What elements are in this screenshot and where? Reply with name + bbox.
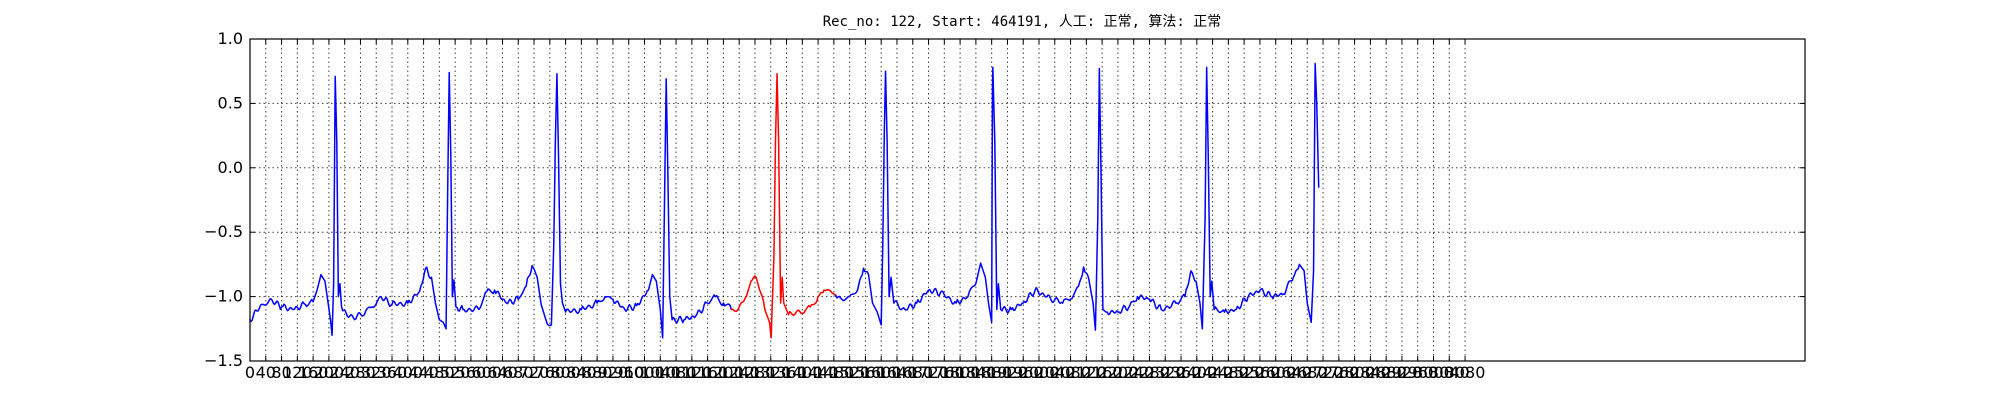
x-tick-label: 360 xyxy=(377,363,408,382)
x-tick-label: 1240 xyxy=(719,363,760,382)
y-tick-label: −1.5 xyxy=(204,351,243,370)
x-tick-label: 720 xyxy=(519,363,550,382)
x-tick-label: 480 xyxy=(424,363,455,382)
x-tick-label: 440 xyxy=(408,363,439,382)
x-tick-label: 2080 xyxy=(1050,363,1091,382)
x-tick-label: 2840 xyxy=(1350,363,1391,382)
x-tick-label: 600 xyxy=(471,363,502,382)
x-tick-label: 1400 xyxy=(782,363,823,382)
x-tick-label: 1440 xyxy=(798,363,839,382)
x-tick-label: 2120 xyxy=(1066,363,1107,382)
x-tick-label: 2560 xyxy=(1240,363,1281,382)
x-tick-label: 2160 xyxy=(1082,363,1123,382)
x-tick-label: 1840 xyxy=(956,363,997,382)
x-tick-label: 200 xyxy=(314,363,345,382)
x-tick-label: 1520 xyxy=(829,363,870,382)
x-tick-label: 2400 xyxy=(1176,363,1217,382)
x-tick-label: 840 xyxy=(566,363,597,382)
ecg-series-line xyxy=(835,62,1320,331)
x-tick-label: 1120 xyxy=(671,363,712,382)
x-tick-label: 120 xyxy=(282,363,313,382)
x-tick-label: 2960 xyxy=(1397,363,1438,382)
x-tick-label: 2040 xyxy=(1034,363,1075,382)
x-tick-label: 3000 xyxy=(1413,363,1454,382)
x-tick-label: 2920 xyxy=(1382,363,1423,382)
x-tick-label: 960 xyxy=(613,363,644,382)
x-tick-label: 1640 xyxy=(877,363,918,382)
x-tick-label: 560 xyxy=(456,363,487,382)
ecg-series-line xyxy=(730,73,837,339)
x-tick-label: 1880 xyxy=(971,363,1012,382)
x-tick-label: 1760 xyxy=(924,363,965,382)
x-tick-label: 2240 xyxy=(1113,363,1154,382)
x-tick-label: 1200 xyxy=(703,363,744,382)
y-tick-label: 1.0 xyxy=(218,29,243,48)
x-tick-label: 520 xyxy=(440,363,471,382)
x-tick-label: 2640 xyxy=(1271,363,1312,382)
x-tick-label: 2520 xyxy=(1224,363,1265,382)
x-tick-label: 80 xyxy=(271,363,291,382)
x-tick-label: 1960 xyxy=(1003,363,1044,382)
x-tick-label: 800 xyxy=(550,363,581,382)
y-axis-ticks: −1.5 −1.0 −0.5 0.0 0.5 1.0 xyxy=(204,29,1805,370)
x-tick-label: 400 xyxy=(393,363,424,382)
x-tick-label: 2480 xyxy=(1208,363,1249,382)
x-tick-label: 2360 xyxy=(1161,363,1202,382)
x-tick-label: 1000 xyxy=(624,363,665,382)
x-tick-label: 2440 xyxy=(1192,363,1233,382)
x-tick-label: 1040 xyxy=(640,363,681,382)
x-tick-label: 920 xyxy=(598,363,629,382)
x-tick-label: 280 xyxy=(345,363,376,382)
x-tick-label: 640 xyxy=(487,363,518,382)
x-tick-label: 40 xyxy=(256,363,276,382)
grid xyxy=(250,39,1805,361)
x-tick-label: 880 xyxy=(582,363,613,382)
x-tick-label: 2200 xyxy=(1098,363,1139,382)
x-tick-label: 2280 xyxy=(1129,363,1170,382)
x-tick-label: 160 xyxy=(298,363,329,382)
x-tick-label: 3040 xyxy=(1429,363,1470,382)
x-tick-label: 1560 xyxy=(845,363,886,382)
x-tick-label: 2600 xyxy=(1255,363,1296,382)
x-tick-label: 1480 xyxy=(814,363,855,382)
x-tick-label: 2760 xyxy=(1318,363,1359,382)
x-axis-ticks: 0 408012016020024028032036040044048052056… xyxy=(245,39,1486,382)
x-tick-label: 2880 xyxy=(1366,363,1407,382)
x-tick-label: 680 xyxy=(503,363,534,382)
x-tick-label: 1800 xyxy=(940,363,981,382)
x-tick-label: 2680 xyxy=(1287,363,1328,382)
chart-title: Rec_no: 122, Start: 464191, 人工: 正常, 算法: … xyxy=(823,14,1222,30)
x-tick-label: 0 xyxy=(245,363,255,382)
plot-frame xyxy=(249,38,1806,362)
y-tick-label: −1.0 xyxy=(204,287,243,306)
x-tick-label: 1080 xyxy=(656,363,697,382)
x-tick-label: 2720 xyxy=(1303,363,1344,382)
x-tick-label: 240 xyxy=(329,363,360,382)
x-tick-label: 2000 xyxy=(1019,363,1060,382)
y-tick-label: 0.5 xyxy=(218,93,243,112)
x-tick-label: 1600 xyxy=(861,363,902,382)
x-tick-label: 1320 xyxy=(750,363,791,382)
x-tick-label: 1360 xyxy=(766,363,807,382)
x-tick-label: 2800 xyxy=(1334,363,1375,382)
x-tick-label: 1160 xyxy=(687,363,728,382)
x-tick-label: 1680 xyxy=(892,363,933,382)
x-tick-label: 1920 xyxy=(987,363,1028,382)
y-tick-label: 0.0 xyxy=(218,158,243,177)
x-tick-label: 2320 xyxy=(1145,363,1186,382)
ecg-series-line xyxy=(249,71,733,339)
x-tick-label: 1280 xyxy=(735,363,776,382)
y-tick-label: −0.5 xyxy=(204,222,243,241)
plot-series xyxy=(249,62,1320,339)
x-tick-label: 320 xyxy=(361,363,392,382)
x-tick-label: 760 xyxy=(535,363,566,382)
x-tick-label: 1720 xyxy=(908,363,949,382)
x-tick-label: 3080 xyxy=(1445,363,1486,382)
